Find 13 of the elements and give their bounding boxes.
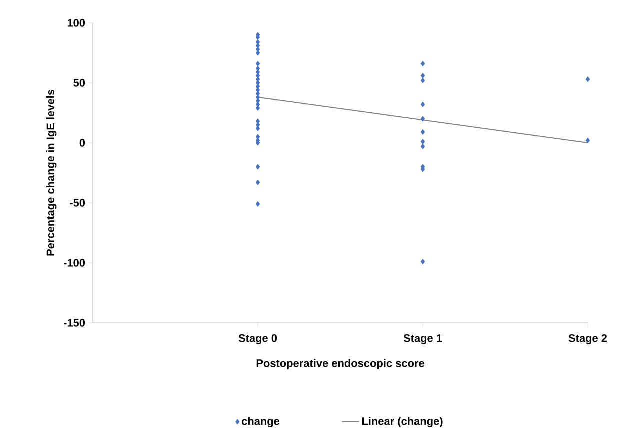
y-tick-label: 100	[68, 19, 86, 27]
x-tick-label: Stage 1	[404, 334, 442, 344]
y-tick-label: -150	[64, 319, 86, 327]
y-tick-label: -100	[64, 259, 86, 267]
legend-label: change	[242, 417, 280, 428]
legend-label: Linear (change)	[362, 417, 443, 428]
y-tick-label: -50	[70, 199, 86, 207]
y-tick-label: 0	[80, 139, 86, 147]
y-axis-title: Percentage change in IgE levels	[46, 90, 57, 256]
x-tick-label: Stage 2	[568, 334, 608, 344]
x-axis-title: Postoperative endoscopic score	[256, 359, 424, 370]
x-tick-label: Stage 0	[238, 334, 278, 344]
y-tick-label: 50	[74, 79, 86, 87]
